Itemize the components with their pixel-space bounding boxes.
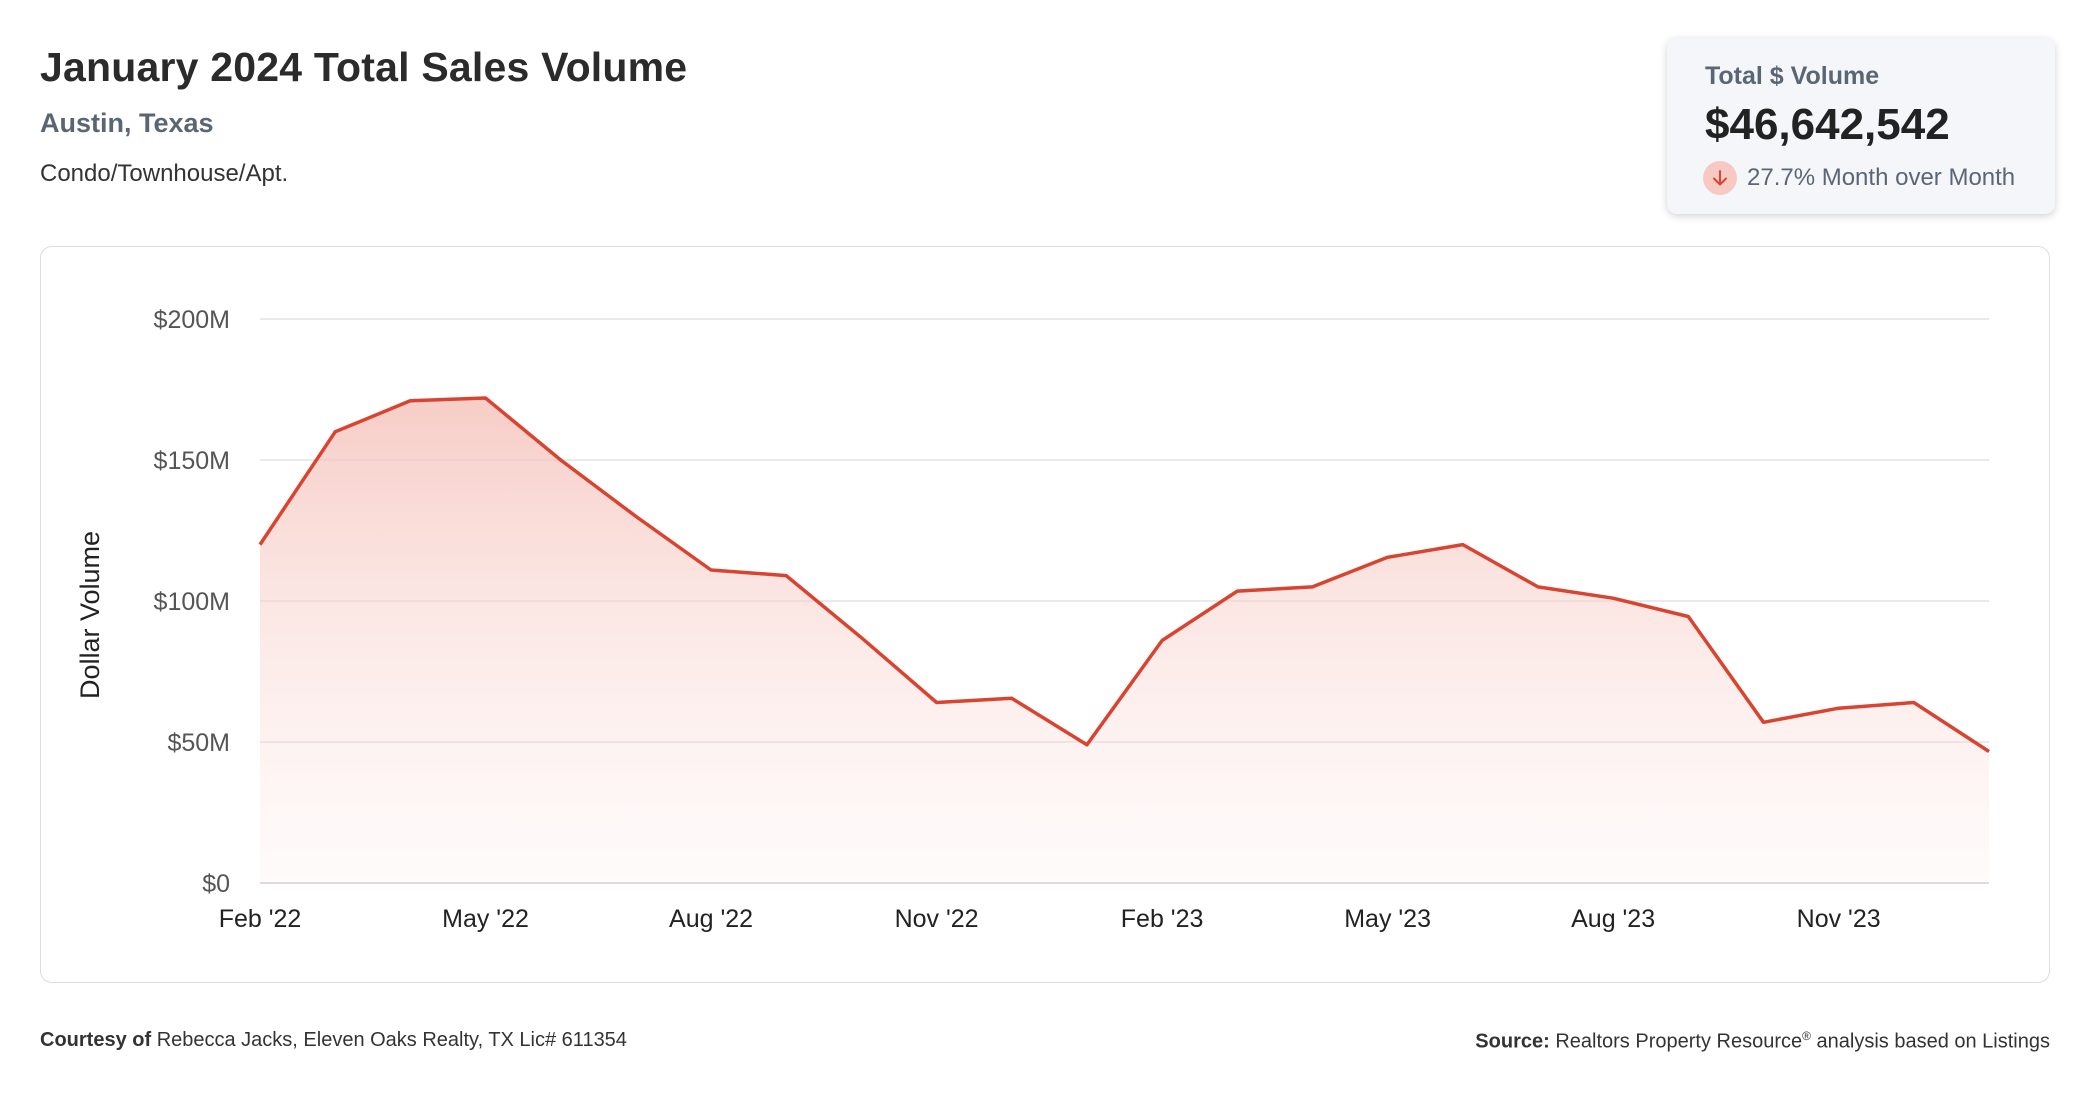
source-footer: Source: Realtors Property Resource® anal… — [1475, 1029, 2050, 1054]
y-tick-label: $0 — [202, 870, 230, 898]
kpi-change: 27.7% Month over Month — [1703, 160, 2015, 196]
y-tick-label: $100M — [154, 588, 230, 616]
courtesy-label: Courtesy of — [40, 1029, 152, 1051]
x-tick-label: May '23 — [1344, 905, 1431, 933]
registered-mark: ® — [1802, 1029, 1811, 1043]
x-tick-label: May '22 — [442, 905, 529, 933]
area-fill — [260, 398, 1989, 883]
y-axis-label: Dollar Volume — [75, 531, 105, 699]
x-tick-label: Aug '22 — [669, 905, 753, 933]
location-subtitle: Austin, Texas — [40, 108, 214, 138]
source-text-after: analysis based on Listings — [1810, 1030, 2051, 1053]
x-tick-label: Nov '23 — [1797, 905, 1881, 933]
x-tick-label: Aug '23 — [1571, 905, 1655, 933]
arrow-down-icon — [1703, 161, 1737, 195]
y-tick-label: $50M — [167, 729, 230, 757]
source-text: Realtors Property Resource — [1555, 1030, 1803, 1053]
series-line — [258, 396, 1990, 753]
property-type-label: Condo/Townhouse/Apt. — [40, 160, 289, 187]
courtesy-footer: Courtesy of Rebecca Jacks, Eleven Oaks R… — [40, 1029, 627, 1052]
y-tick-label: $200M — [154, 306, 230, 334]
kpi-change-text: 27.7% Month over Month — [1747, 164, 2016, 191]
kpi-card: Total $ Volume $46,642,542 27.7% Month o… — [1667, 38, 2055, 214]
x-tick-label: Feb '23 — [1121, 905, 1204, 933]
x-tick-label: Feb '22 — [219, 905, 302, 933]
kpi-value: $46,642,542 — [1705, 100, 1950, 149]
page-title: January 2024 Total Sales Volume — [40, 44, 688, 90]
courtesy-text: Rebecca Jacks, Eleven Oaks Realty, TX Li… — [156, 1029, 627, 1051]
x-tick-label: Nov '22 — [895, 905, 979, 933]
source-label: Source: — [1475, 1030, 1550, 1053]
sales-volume-chart: $0 $50M $100M $150M $200M Feb '22 May '22 Aug '… — [75, 306, 1990, 933]
y-tick-label: $150M — [154, 447, 230, 475]
kpi-label: Total $ Volume — [1705, 62, 1880, 90]
chart-frame: $0 $50M $100M $150M $200M Feb '22 May '22 Aug '… — [40, 246, 2050, 983]
